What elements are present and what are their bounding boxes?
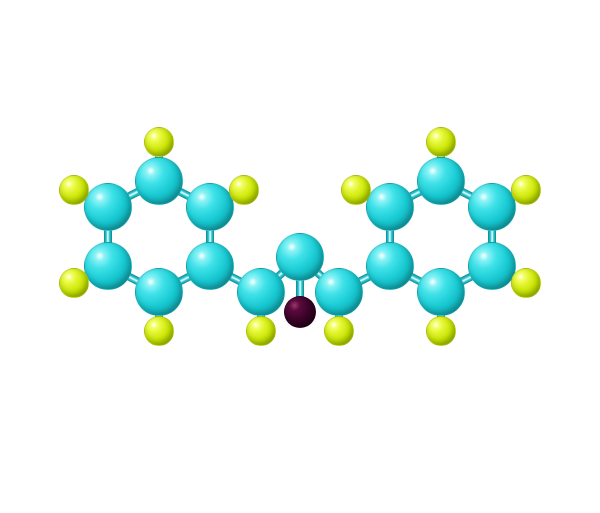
atom-carbon: [186, 183, 234, 231]
atom-carbon: [84, 183, 132, 231]
atom-carbon: [186, 242, 234, 290]
atom-hydrogen: [511, 175, 541, 205]
atom-hydrogen: [229, 175, 259, 205]
atom-carbon: [468, 183, 516, 231]
atom-hydrogen: [144, 127, 174, 157]
atom-carbon: [468, 242, 516, 290]
atom-hydrogen: [144, 316, 174, 346]
atom-carbon: [135, 268, 183, 316]
atom-carbon: [315, 268, 363, 316]
atom-carbon: [84, 242, 132, 290]
atom-carbon: [366, 242, 414, 290]
atom-carbon: [417, 268, 465, 316]
atom-hydrogen: [324, 316, 354, 346]
atom-hydrogen: [246, 316, 276, 346]
atom-carbon: [276, 233, 324, 281]
atom-hydrogen: [341, 175, 371, 205]
atom-hydrogen: [511, 268, 541, 298]
atom-carbon: [237, 268, 285, 316]
molecule-diagram: [0, 0, 600, 513]
atom-carbon: [135, 157, 183, 205]
atom-carbon: [366, 183, 414, 231]
atom-hydrogen: [426, 316, 456, 346]
atom-carbon: [417, 157, 465, 205]
atom-hydrogen: [59, 268, 89, 298]
atom-hydrogen: [426, 127, 456, 157]
atom-hydrogen: [59, 175, 89, 205]
atom-hetero: [284, 296, 316, 328]
